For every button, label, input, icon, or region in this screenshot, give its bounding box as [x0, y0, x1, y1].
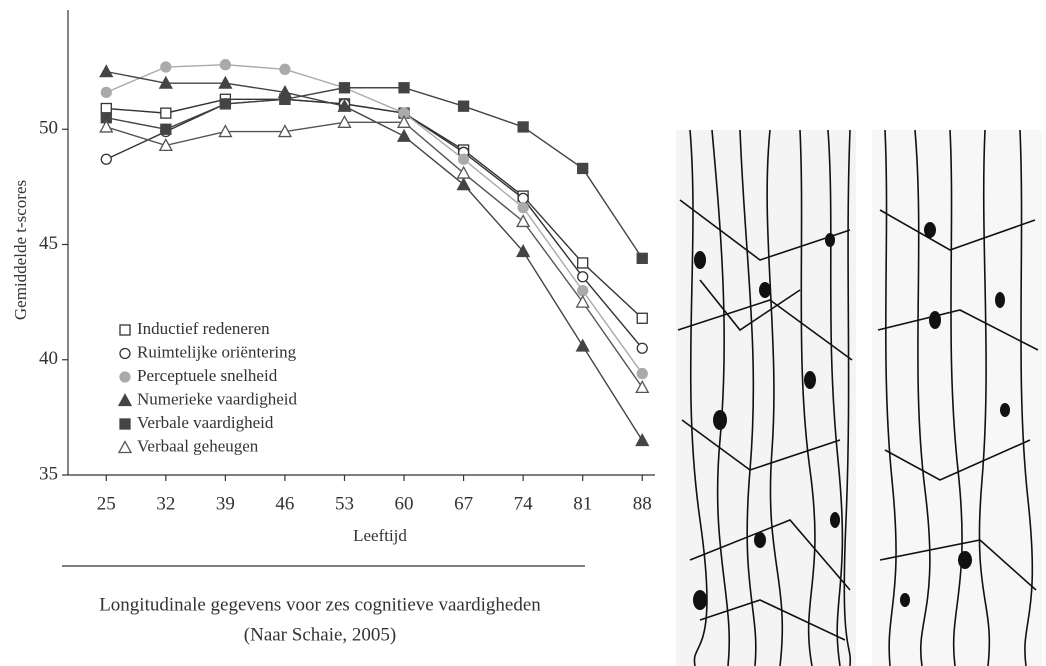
marker [101, 154, 111, 164]
marker [399, 83, 409, 93]
caption-source: (Naar Schaie, 2005) [244, 624, 396, 645]
x-tick-label: 32 [156, 493, 175, 514]
caption: Longitudinale gegevens voor zes cognitie… [99, 594, 541, 615]
marker [101, 104, 111, 114]
neuron-image-left [676, 130, 856, 666]
x-tick-label: 88 [633, 493, 652, 514]
marker [637, 343, 647, 353]
marker [636, 381, 648, 392]
y-tick-label: 50 [39, 118, 58, 139]
marker [637, 369, 647, 379]
legend-label: Perceptuele snelheid [137, 366, 278, 385]
neuron-image-right [872, 130, 1042, 666]
marker [578, 272, 588, 282]
marker [280, 94, 290, 104]
marker [518, 122, 528, 132]
marker [518, 193, 528, 203]
page: Gemiddelde t-scores Leeftijd Longitudina… [0, 0, 1046, 666]
x-tick-label: 74 [514, 493, 534, 514]
legend-label: Ruimtelijke oriëntering [137, 342, 297, 361]
marker [101, 87, 111, 97]
marker [161, 108, 171, 118]
marker [578, 258, 588, 268]
series-line [106, 72, 642, 441]
marker [220, 60, 230, 70]
y-axis-label: Gemiddelde t-scores [11, 180, 30, 320]
marker [100, 66, 112, 77]
marker [339, 83, 349, 93]
x-tick-label: 46 [275, 493, 294, 514]
y-tick-label: 40 [39, 348, 58, 369]
x-tick-label: 53 [335, 493, 354, 514]
marker [517, 215, 529, 226]
x-axis-label: Leeftijd [353, 526, 407, 545]
marker [220, 99, 230, 109]
marker [459, 154, 469, 164]
x-tick-label: 81 [573, 493, 592, 514]
marker [161, 124, 171, 134]
marker [398, 130, 410, 141]
series-line [106, 88, 642, 259]
series-line [106, 99, 642, 318]
x-tick-label: 39 [216, 493, 235, 514]
legend-marker [119, 442, 131, 453]
marker [458, 179, 470, 190]
x-tick-label: 25 [97, 493, 116, 514]
legend-marker [120, 325, 130, 335]
marker [280, 64, 290, 74]
marker [161, 62, 171, 72]
legend-label: Numerieke vaardigheid [137, 389, 298, 408]
marker [578, 163, 588, 173]
marker [577, 340, 589, 351]
x-tick-label: 67 [454, 493, 473, 514]
legend-marker [120, 419, 130, 429]
legend-label: Verbale vaardigheid [137, 413, 274, 432]
x-tick-label: 60 [395, 493, 414, 514]
marker [518, 203, 528, 213]
y-tick-label: 45 [39, 233, 58, 254]
marker [636, 434, 648, 445]
legend-marker [119, 395, 131, 406]
series-line [106, 99, 642, 348]
marker [578, 286, 588, 296]
marker [577, 296, 589, 307]
legend-marker [120, 372, 130, 382]
marker [459, 101, 469, 111]
marker [637, 313, 647, 323]
legend-label: Verbaal geheugen [137, 436, 259, 455]
marker [637, 253, 647, 263]
legend-label: Inductief redeneren [137, 319, 270, 338]
y-tick-label: 35 [39, 463, 58, 484]
legend-marker [120, 349, 130, 359]
